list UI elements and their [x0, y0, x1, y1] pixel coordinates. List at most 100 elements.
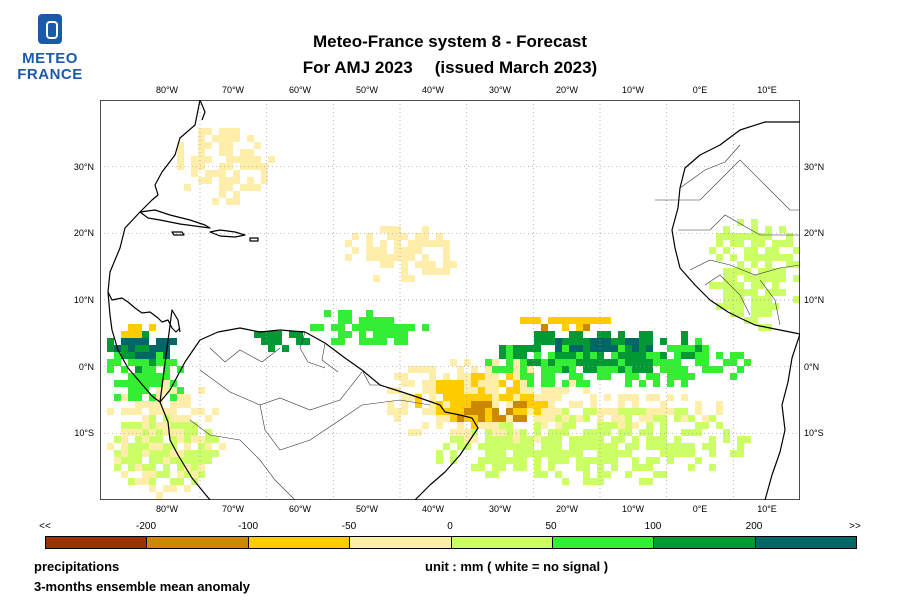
- anomaly-cell: [772, 247, 779, 254]
- anomaly-cell: [233, 177, 240, 184]
- anomaly-cell: [695, 401, 702, 408]
- anomaly-cell: [625, 359, 632, 366]
- anomaly-cell: [555, 394, 562, 401]
- anomaly-cell: [219, 149, 226, 156]
- anomaly-cell: [114, 380, 121, 387]
- anomaly-cell: [485, 457, 492, 464]
- anomaly-cell: [401, 394, 408, 401]
- anomaly-cell: [751, 289, 758, 296]
- anomaly-cell: [198, 443, 205, 450]
- anomaly-cell: [198, 450, 205, 457]
- anomaly-cell: [142, 387, 149, 394]
- anomaly-cell: [569, 422, 576, 429]
- anomaly-cell: [177, 471, 184, 478]
- anomaly-cell: [576, 359, 583, 366]
- anomaly-cell: [765, 310, 772, 317]
- anomaly-cell: [709, 282, 716, 289]
- anomaly-cell: [737, 233, 744, 240]
- lon-label-top: 30°W: [488, 85, 512, 95]
- anomaly-cell: [135, 408, 142, 415]
- anomaly-cell: [128, 429, 135, 436]
- anomaly-cell: [737, 443, 744, 450]
- anomaly-cell: [121, 408, 128, 415]
- anomaly-cell: [716, 401, 723, 408]
- anomaly-cells: [107, 128, 800, 499]
- anomaly-cell: [751, 254, 758, 261]
- anomaly-cell: [681, 366, 688, 373]
- anomaly-cell: [765, 233, 772, 240]
- anomaly-cell: [695, 429, 702, 436]
- anomaly-cell: [506, 352, 513, 359]
- anomaly-cell: [604, 373, 611, 380]
- anomaly-cell: [632, 401, 639, 408]
- anomaly-cell: [373, 317, 380, 324]
- anomaly-cell: [681, 352, 688, 359]
- logo-text-line1: METEO: [22, 50, 78, 67]
- anomaly-cell: [625, 471, 632, 478]
- anomaly-cell: [317, 324, 324, 331]
- anomaly-cell: [485, 373, 492, 380]
- anomaly-cell: [723, 303, 730, 310]
- anomaly-cell: [744, 233, 751, 240]
- anomaly-cell: [142, 464, 149, 471]
- anomaly-cell: [639, 380, 646, 387]
- anomaly-cell: [534, 345, 541, 352]
- anomaly-cell: [422, 268, 429, 275]
- anomaly-cell: [499, 450, 506, 457]
- anomaly-cell: [184, 422, 191, 429]
- anomaly-cell: [485, 394, 492, 401]
- anomaly-cell: [709, 436, 716, 443]
- anomaly-cell: [534, 352, 541, 359]
- anomaly-cell: [128, 408, 135, 415]
- anomaly-cell: [555, 450, 562, 457]
- anomaly-cell: [723, 268, 730, 275]
- anomaly-cell: [149, 345, 156, 352]
- anomaly-cell: [583, 408, 590, 415]
- anomaly-cell: [674, 415, 681, 422]
- anomaly-cell: [541, 373, 548, 380]
- anomaly-cell: [149, 408, 156, 415]
- anomaly-cell: [674, 345, 681, 352]
- anomaly-cell: [443, 261, 450, 268]
- anomaly-cell: [674, 359, 681, 366]
- anomaly-cell: [541, 450, 548, 457]
- colorbar-swatch: [755, 537, 856, 548]
- anomaly-cell: [604, 429, 611, 436]
- anomaly-cell: [667, 457, 674, 464]
- anomaly-cell: [660, 415, 667, 422]
- anomaly-cell: [296, 331, 303, 338]
- anomaly-cell: [597, 450, 604, 457]
- anomaly-cell: [415, 233, 422, 240]
- anomaly-cell: [548, 429, 555, 436]
- lon-label-bottom: 10°W: [621, 504, 645, 514]
- anomaly-cell: [149, 485, 156, 492]
- anomaly-cell: [513, 394, 520, 401]
- anomaly-cell: [674, 373, 681, 380]
- anomaly-cell: [156, 492, 163, 499]
- anomaly-cell: [653, 373, 660, 380]
- anomaly-cell: [548, 380, 555, 387]
- anomaly-cell: [541, 324, 548, 331]
- anomaly-cell: [653, 443, 660, 450]
- anomaly-cell: [590, 457, 597, 464]
- anomaly-cell: [583, 366, 590, 373]
- anomaly-cell: [618, 345, 625, 352]
- anomaly-cell: [429, 380, 436, 387]
- anomaly-cell: [247, 156, 254, 163]
- colorbar-tick: -100: [237, 521, 259, 532]
- anomaly-cell: [240, 149, 247, 156]
- anomaly-cell: [184, 401, 191, 408]
- anomaly-cell: [751, 261, 758, 268]
- anomaly-cell: [758, 310, 765, 317]
- anomaly-cell: [149, 373, 156, 380]
- anomaly-cell: [387, 261, 394, 268]
- anomaly-cell: [534, 415, 541, 422]
- anomaly-cell: [352, 233, 359, 240]
- anomaly-cell: [443, 443, 450, 450]
- anomaly-cell: [653, 352, 660, 359]
- anomaly-cell: [737, 436, 744, 443]
- anomaly-cell: [408, 366, 415, 373]
- anomaly-cell: [380, 254, 387, 261]
- anomaly-cell: [702, 415, 709, 422]
- anomaly-cell: [548, 331, 555, 338]
